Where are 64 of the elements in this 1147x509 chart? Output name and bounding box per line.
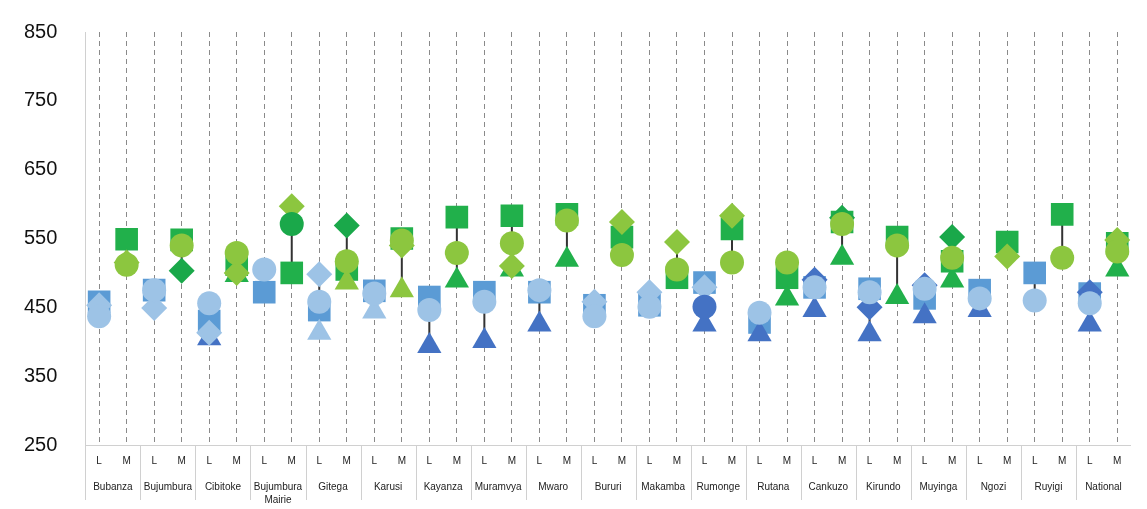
x-tick-label: M [122,454,131,466]
x-tick-label: L [1086,454,1093,466]
x-tick-label: L [371,454,378,466]
x-tick-label: L [866,454,873,466]
x-tick-label: L [96,454,103,466]
x-tick-label: L [206,454,213,466]
x-tick-label: M [782,454,792,466]
text: Ngozi [980,480,1007,492]
text: Mwaro [538,480,569,492]
y-tick-label: 550 [23,226,58,249]
x-tick-label: M [617,454,627,466]
x-tick-label: M [177,454,186,466]
x-tick-label: M [342,454,351,466]
x-tick-label: L [591,454,598,466]
text: Rutana [757,480,790,492]
text: Ruyigi [1034,480,1063,492]
text: Muramvya [474,480,522,492]
x-tick-label: M [397,454,406,466]
y-tick-label: 250 [23,432,58,455]
x-tick-label: M [727,454,737,466]
x-tick-label: M [232,454,241,466]
x-tick-label: L [976,454,983,466]
x-tick-label: L [646,454,653,466]
text: Karusi [373,480,403,492]
text: Muyinga [919,480,958,492]
text: Bujumbura Mairie [253,480,303,505]
text: Kayanza [423,480,463,492]
y-tick-label: 750 [23,88,58,111]
y-tick-label: 350 [23,363,58,386]
x-tick-label: L [921,454,928,466]
text: Bubanza [93,480,134,492]
y-tick-label: 850 [23,19,58,42]
y-tick-label: 450 [23,294,58,317]
text: Kirundo [866,480,902,492]
x-tick-label: M [562,454,572,466]
x-tick-label: L [151,454,158,466]
text: Gitega [318,480,349,492]
text: National [1085,480,1122,492]
x-tick-label: M [507,454,517,466]
x-tick-label: M [1003,454,1012,466]
x-tick-label: M [1058,454,1067,466]
x-tick-label: M [452,454,462,466]
y-tick-label: 650 [23,157,58,180]
text: Bururi [594,480,622,492]
text: Bujumbura [143,480,193,492]
x-tick-label: L [536,454,543,466]
x-tick-label: L [701,454,708,466]
x-tick-label: L [811,454,818,466]
x-tick-label: L [426,454,433,466]
text: Rumonge [696,480,741,492]
x-tick-label: L [481,454,488,466]
x-tick-label: L [316,454,323,466]
x-tick-label: M [1113,454,1122,466]
x-tick-label: M [892,454,902,466]
x-tick-label: M [947,454,957,466]
x-tick-label: M [837,454,847,466]
x-tick-label: L [756,454,763,466]
text: Makamba [641,480,686,492]
text: Cibitoke [204,480,242,492]
x-tick-label: L [1031,454,1038,466]
x-tick-label: L [261,454,268,466]
x-tick-label: M [672,454,682,466]
x-tick-label: M [287,454,296,466]
text: Cankuzo [808,480,849,492]
